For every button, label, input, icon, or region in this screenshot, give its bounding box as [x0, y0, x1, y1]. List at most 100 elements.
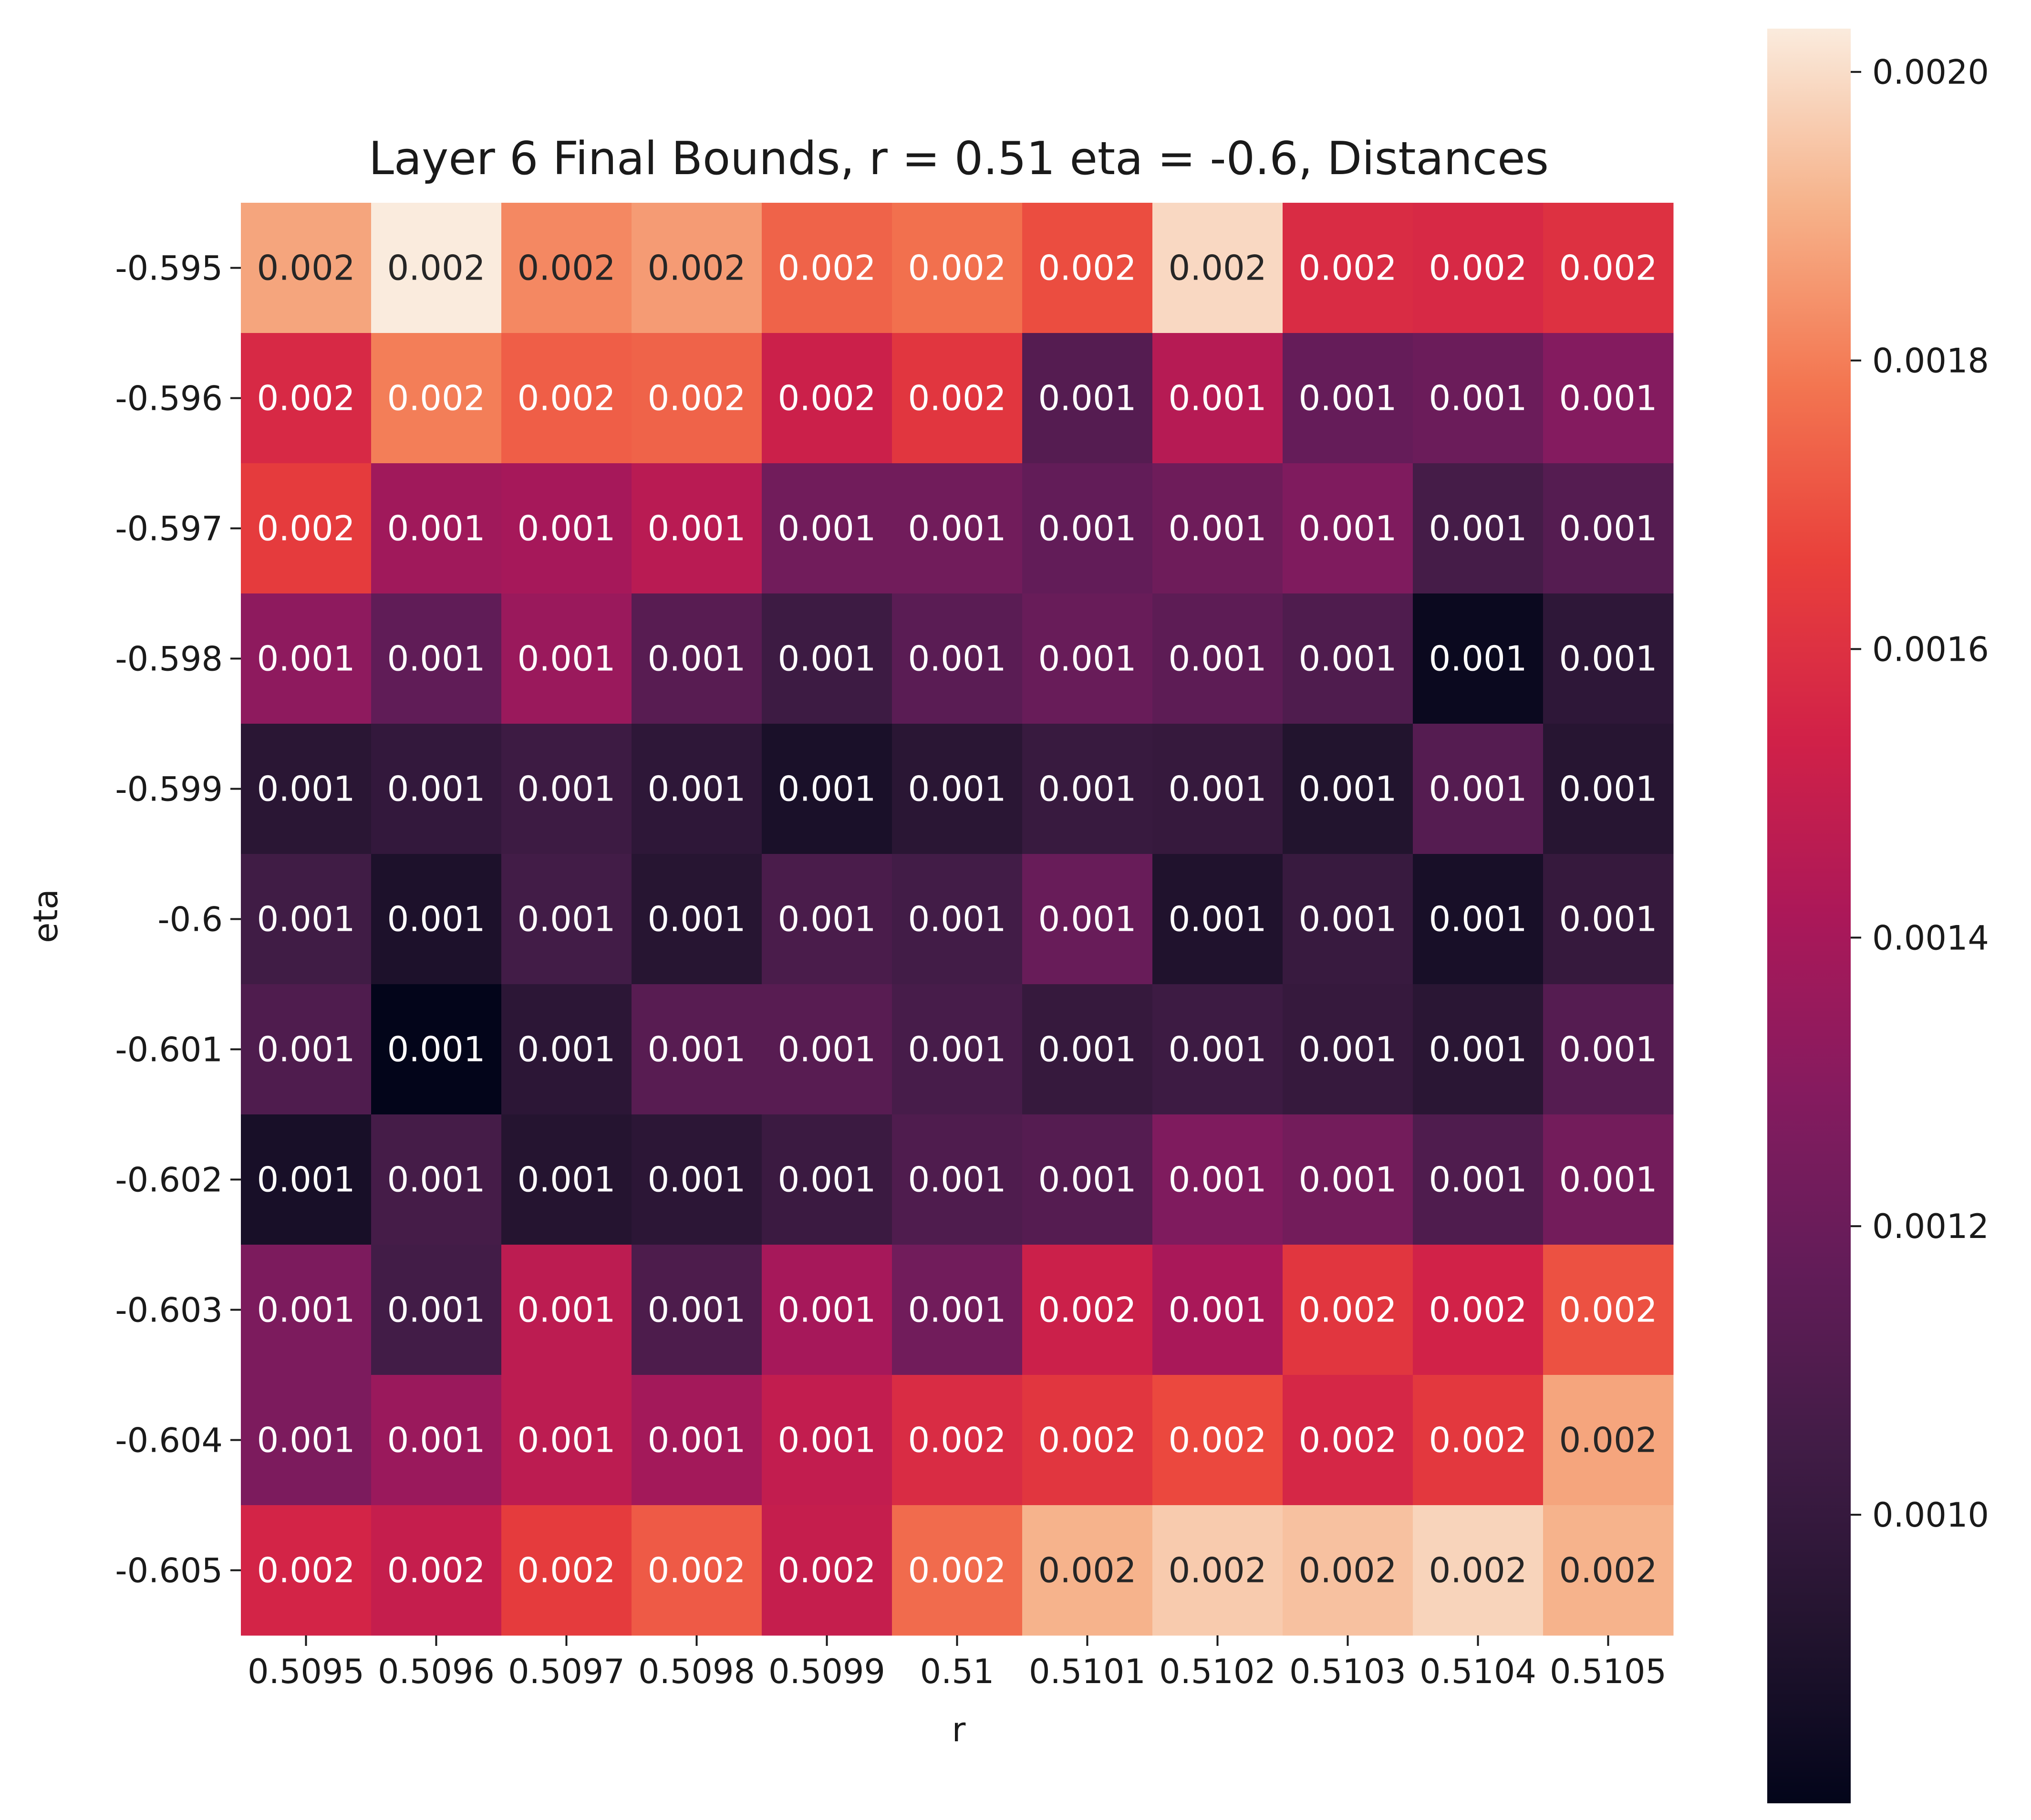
cell-value-label: 0.001 [387, 1030, 485, 1070]
heatmap-cell [1543, 1114, 1674, 1245]
heatmap-cell [371, 1245, 502, 1375]
heatmap-cell [892, 984, 1023, 1115]
heatmap-cell [1022, 854, 1153, 985]
cell-value-label: 0.001 [1559, 769, 1657, 809]
cell-value-label: 0.001 [647, 899, 746, 939]
heatmap-cell [632, 984, 762, 1115]
heatmap-cell [1152, 333, 1283, 464]
y-tick-label: -0.605 [115, 1551, 223, 1591]
heatmap-cell [632, 593, 762, 724]
cell-value-label: 0.001 [1429, 1030, 1527, 1070]
colorbar-tick-label: 0.0020 [1872, 53, 1989, 92]
heatmap-cell [1543, 593, 1674, 724]
heatmap-cell [1413, 1245, 1544, 1375]
cell-value-label: 0.001 [777, 899, 876, 939]
heatmap-cell [1283, 854, 1413, 985]
x-tick-label: 0.51 [920, 1652, 995, 1691]
heatmap-cell [1543, 203, 1674, 333]
cell-value-label: 0.001 [1038, 509, 1136, 549]
cell-value-label: 0.002 [1168, 248, 1266, 288]
heatmap-cell [501, 463, 632, 594]
heatmap-cell [1413, 854, 1544, 985]
cell-value-label: 0.002 [1559, 1290, 1657, 1330]
heatmap-cell [371, 1505, 502, 1636]
cell-value-label: 0.001 [1168, 769, 1266, 809]
heatmap-cell [371, 724, 502, 854]
heatmap-cell [241, 1245, 372, 1375]
heatmap-cell [371, 1375, 502, 1506]
cell-value-label: 0.002 [1038, 1550, 1136, 1591]
heatmap-cell [1152, 593, 1283, 724]
heatmap-cell [371, 854, 502, 985]
cell-value-label: 0.001 [647, 1160, 746, 1200]
cell-value-label: 0.001 [1038, 1160, 1136, 1200]
heatmap-cell [892, 854, 1023, 985]
heatmap-cell [1283, 1114, 1413, 1245]
y-tick-label: -0.597 [115, 510, 223, 549]
cell-value-label: 0.001 [1168, 1290, 1266, 1330]
chart-title: Layer 6 Final Bounds, r = 0.51 eta = -0.… [369, 133, 1549, 185]
heatmap-cell [762, 333, 892, 464]
heatmap-cell [632, 1245, 762, 1375]
cell-value-label: 0.001 [1038, 639, 1136, 679]
cell-value-label: 0.001 [1429, 639, 1527, 679]
heatmap-cell [241, 1114, 372, 1245]
heatmap-cell [501, 854, 632, 985]
heatmap-cell [892, 593, 1023, 724]
cell-value-label: 0.002 [1429, 1420, 1527, 1460]
x-axis-ticks: 0.5095 0.5096 0.5097 0.5098 0.5099 0.51 0.5101… [248, 1635, 1667, 1691]
heatmap-cell [501, 1505, 632, 1636]
x-tick-label: 0.5105 [1550, 1652, 1667, 1691]
cell-value-label: 0.002 [1038, 248, 1136, 288]
cell-value-label: 0.002 [908, 1550, 1006, 1591]
heatmap-cell [501, 333, 632, 464]
cell-value-label: 0.001 [1038, 899, 1136, 939]
heatmap-cell [1413, 984, 1544, 1115]
cell-value-label: 0.001 [517, 769, 615, 809]
cell-value-label: 0.001 [777, 1420, 876, 1460]
heatmap-cell [762, 1505, 892, 1636]
heatmap-cell [371, 203, 502, 333]
heatmap-cell [241, 1375, 372, 1506]
cell-value-label: 0.001 [1429, 769, 1527, 809]
cell-value-label: 0.001 [1559, 1030, 1657, 1070]
heatmap-cell [1152, 854, 1283, 985]
heatmap-cell [501, 984, 632, 1115]
heatmap-cell [1283, 1245, 1413, 1375]
heatmap-cell [1022, 203, 1153, 333]
heatmap-cell [1413, 203, 1544, 333]
heatmap-cell [501, 1375, 632, 1506]
heatmap-cell [892, 1505, 1023, 1636]
heatmap-cell [371, 333, 502, 464]
cell-value-label: 0.001 [1429, 1160, 1527, 1200]
cell-value-label: 0.001 [387, 639, 485, 679]
cell-value-label: 0.001 [908, 1290, 1006, 1330]
heatmap-cell [762, 854, 892, 985]
cell-value-label: 0.002 [517, 378, 615, 418]
heatmap-cell [1152, 724, 1283, 854]
cell-value-label: 0.001 [1168, 639, 1266, 679]
heatmap-cell [892, 203, 1023, 333]
cell-value-label: 0.002 [1298, 1290, 1397, 1330]
heatmap-cell [1543, 984, 1674, 1115]
cell-value-label: 0.002 [257, 378, 355, 418]
cell-value-label: 0.002 [908, 248, 1006, 288]
heatmap-cell [1543, 333, 1674, 464]
heatmap-cell [371, 593, 502, 724]
heatmap-cell [892, 724, 1023, 854]
cell-value-label: 0.001 [1559, 378, 1657, 418]
heatmap-cell [371, 463, 502, 594]
cell-value-label: 0.001 [1298, 899, 1397, 939]
heatmap-cell [1152, 1375, 1283, 1506]
cell-value-label: 0.002 [908, 1420, 1006, 1460]
cell-value-label: 0.001 [647, 509, 746, 549]
heatmap-cell [1152, 984, 1283, 1115]
cell-value-label: 0.002 [387, 1550, 485, 1591]
heatmap-cell [1413, 724, 1544, 854]
x-tick-label: 0.5102 [1159, 1652, 1276, 1691]
cell-value-label: 0.001 [908, 1030, 1006, 1070]
x-tick-label: 0.5097 [508, 1652, 625, 1691]
cell-value-label: 0.002 [257, 509, 355, 549]
cell-value-label: 0.001 [1559, 899, 1657, 939]
